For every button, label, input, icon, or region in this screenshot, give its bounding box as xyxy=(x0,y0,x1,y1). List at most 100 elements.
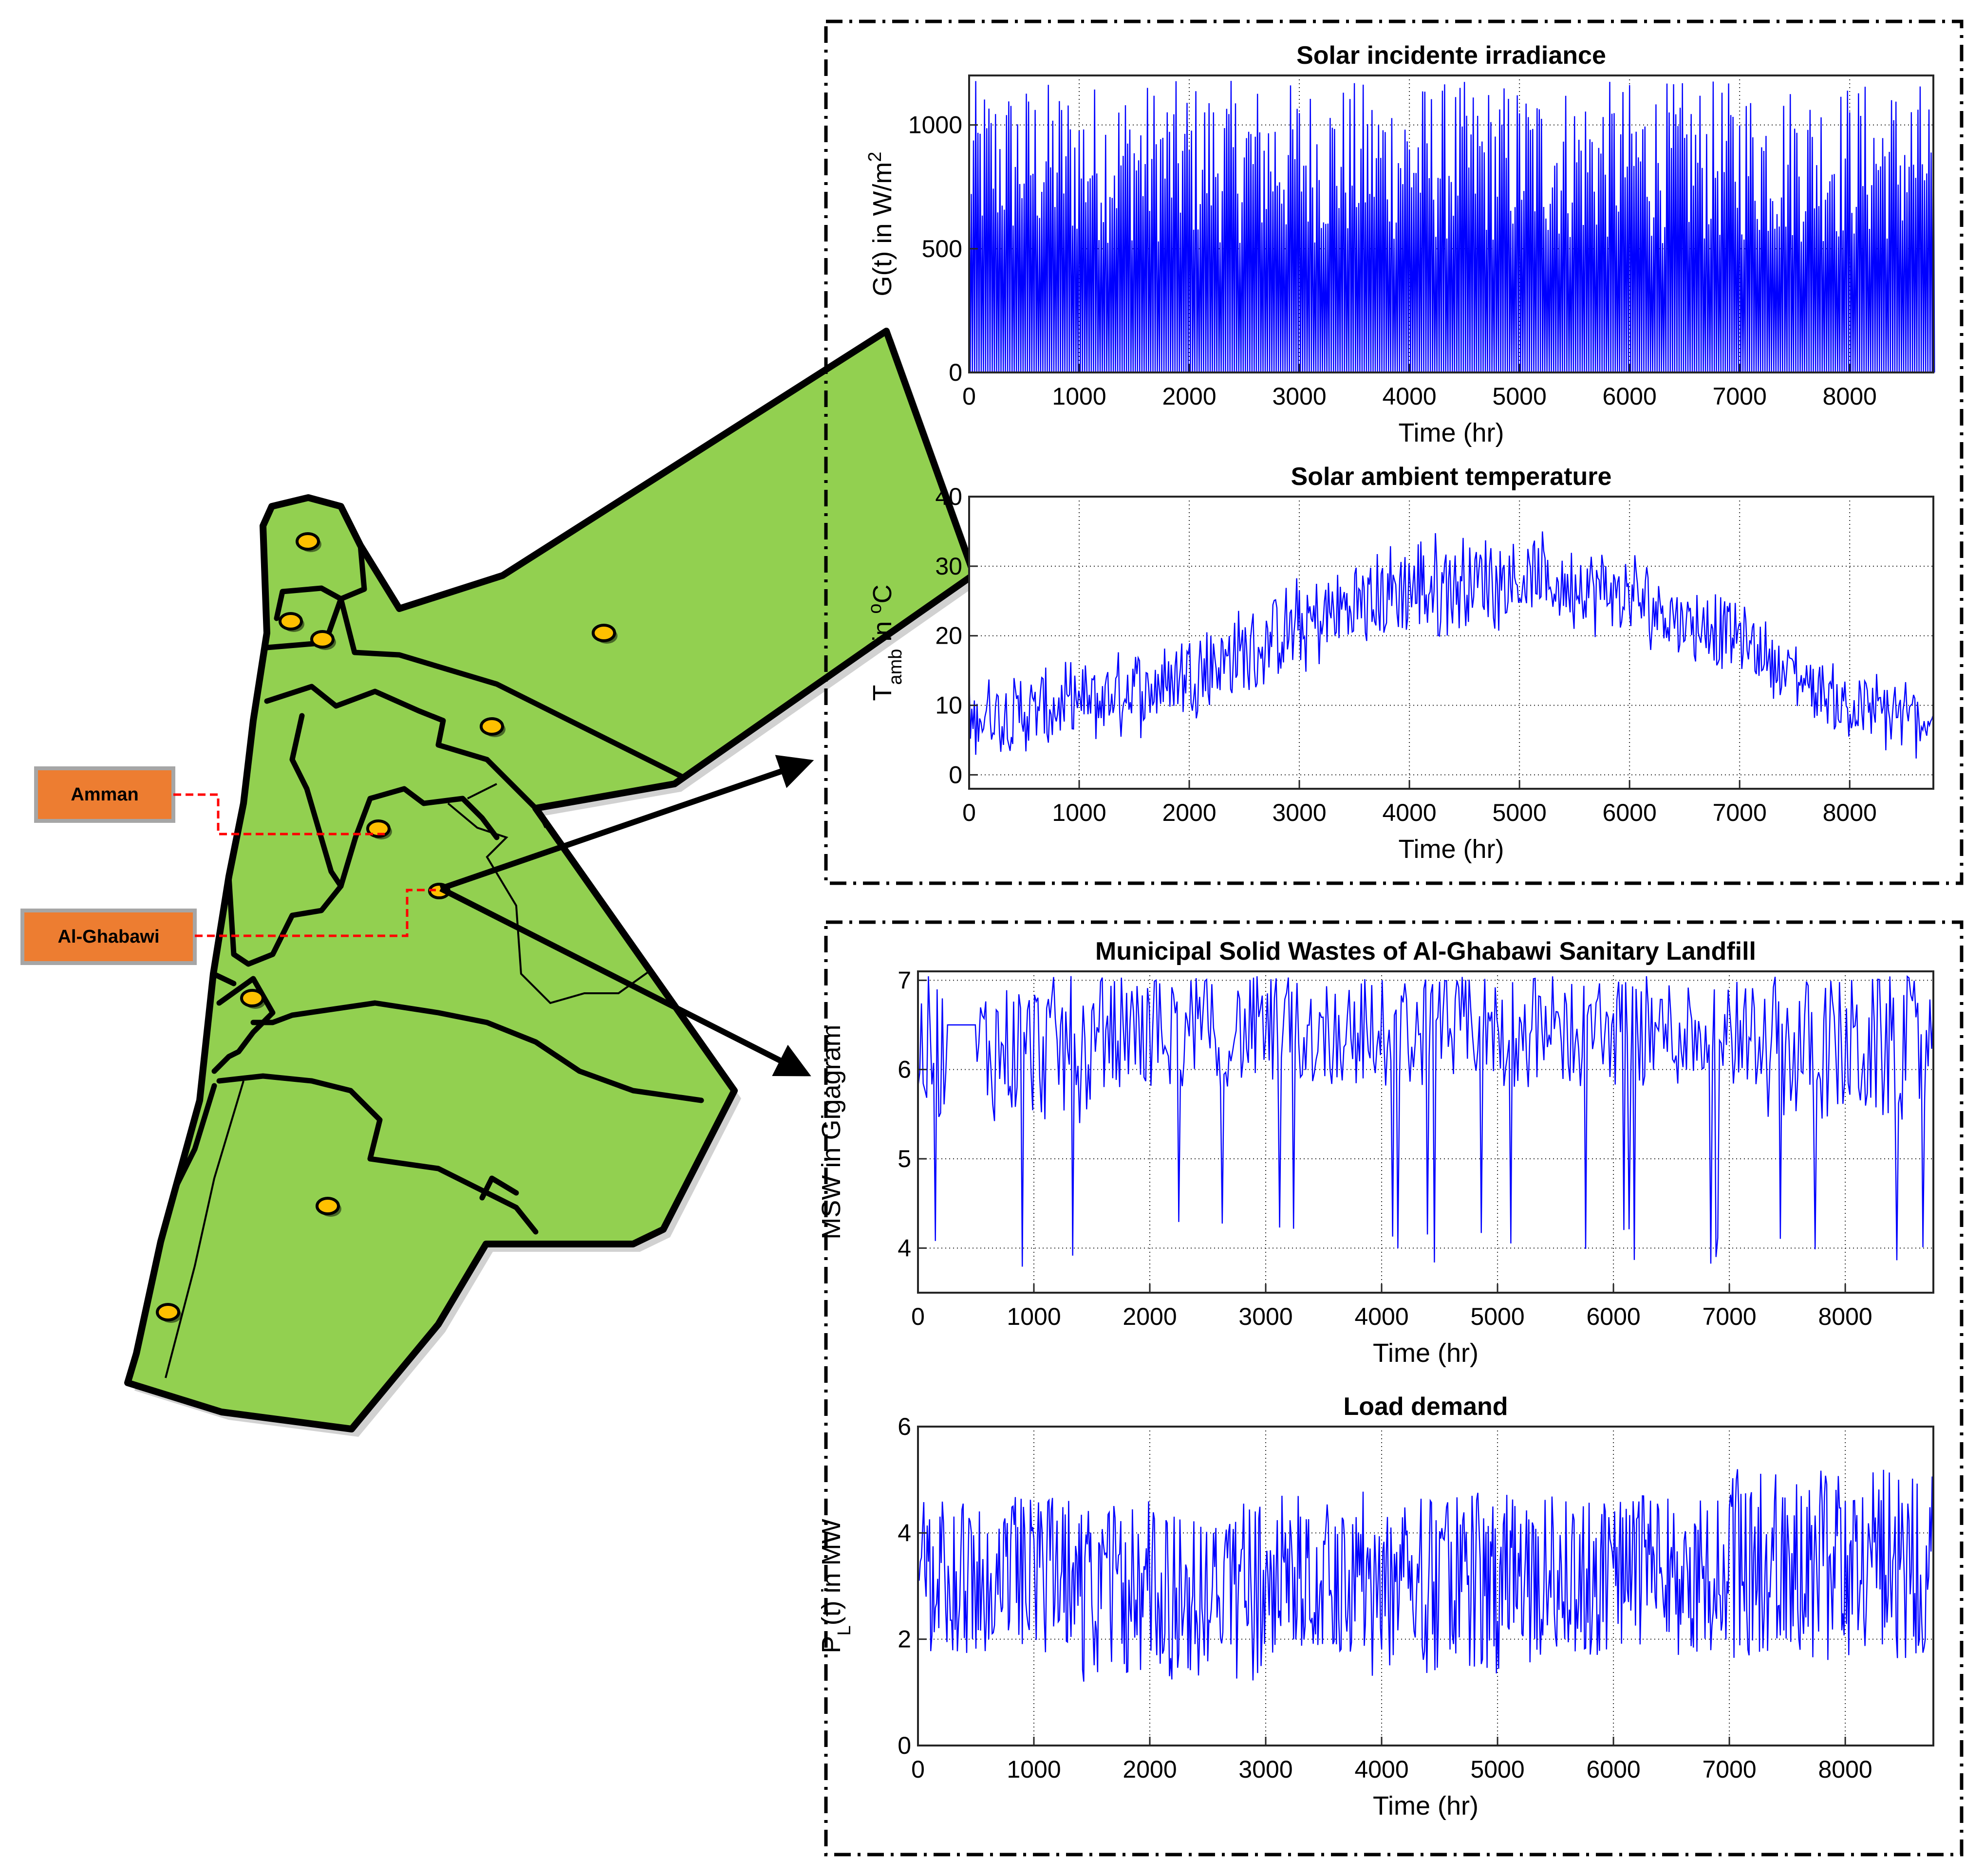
x-axis-label: Time (hr) xyxy=(1399,418,1504,447)
x-tick-label: 7000 xyxy=(1702,1756,1756,1783)
arrow-to-msw-charts xyxy=(439,886,811,1077)
x-tick-label: 1000 xyxy=(1052,799,1106,826)
marker-irbid xyxy=(296,532,321,552)
amman-leader-line xyxy=(173,793,385,836)
plot-area xyxy=(969,497,1933,789)
governorate-borders xyxy=(158,542,704,1244)
marker-mafraq xyxy=(592,624,618,644)
x-tick-label: 8000 xyxy=(1823,799,1877,826)
y-tick-label: 500 xyxy=(922,235,962,262)
x-tick-label: 6000 xyxy=(1586,1303,1640,1330)
x-tick-label: 2000 xyxy=(1123,1756,1177,1783)
x-tick-label: 2000 xyxy=(1162,799,1216,826)
x-tick-label: 0 xyxy=(911,1303,925,1330)
x-tick-label: 8000 xyxy=(1818,1756,1872,1783)
y-tick-label: 6 xyxy=(898,1056,911,1083)
irradiance-chart: 0 1000 2000 3000 4000 5000 6000 7000 8000 0 500 100… xyxy=(865,41,1935,447)
series-line xyxy=(968,81,1935,373)
map-land xyxy=(124,328,977,1432)
x-axis-label: Time (hr) xyxy=(1399,835,1504,864)
x-tick-label: 6000 xyxy=(1603,383,1657,410)
axes-box xyxy=(917,1426,1934,1746)
jordan-map: Amman Al-Ghabawi xyxy=(20,328,981,1437)
y-tick-label: 0 xyxy=(898,1732,911,1759)
x-tick-label: 1000 xyxy=(1052,383,1106,410)
x-tick-label: 0 xyxy=(962,799,976,826)
x-tick-label: 1000 xyxy=(1007,1303,1061,1330)
x-tick-label: 2000 xyxy=(1162,383,1216,410)
amman-tag-text: Amman xyxy=(71,784,138,805)
load-demand-chart: 0 1000 2000 3000 4000 5000 6000 7000 8000 0 2 4 6 Loa… xyxy=(817,1393,1934,1820)
x-tick-label: 5000 xyxy=(1470,1303,1524,1330)
x-tick-label: 4000 xyxy=(1382,383,1436,410)
al-ghabawi-tag-text: Al-Ghabawi xyxy=(57,927,159,947)
y-tick-label: 40 xyxy=(935,483,962,510)
series-line xyxy=(917,975,1934,1267)
x-tick-label: 5000 xyxy=(1493,799,1547,826)
series-line xyxy=(968,531,1934,759)
marker-maan xyxy=(316,1197,341,1217)
marker-jerash xyxy=(310,630,336,650)
x-tick-label: 7000 xyxy=(1713,383,1767,410)
y-tick-label: 0 xyxy=(949,359,962,386)
axes-box xyxy=(917,970,1934,1294)
x-axis-label: Time (hr) xyxy=(1373,1338,1479,1368)
solar-group-frame xyxy=(824,19,1964,885)
y-tick-label: 6 xyxy=(898,1413,911,1440)
y-axis-label: Tamb in oC xyxy=(865,584,906,701)
y-tick-label: 4 xyxy=(898,1519,911,1546)
x-tick-label: 8000 xyxy=(1823,383,1877,410)
x-tick-label: 3000 xyxy=(1272,799,1326,826)
chart-title: Load demand xyxy=(1343,1393,1508,1421)
x-tick-label: 5000 xyxy=(1493,383,1547,410)
x-tick-label: 3000 xyxy=(1238,1756,1292,1783)
y-tick-label: 2 xyxy=(898,1626,911,1653)
map-markers xyxy=(156,532,618,1323)
x-tick-label: 4000 xyxy=(1382,799,1436,826)
marker-amman xyxy=(366,819,392,839)
marker-aqaba xyxy=(156,1303,182,1323)
y-tick-label: 4 xyxy=(898,1234,911,1262)
msw-group-frame xyxy=(824,920,1964,1857)
al-ghabawi-tag: Al-Ghabawi xyxy=(20,909,197,965)
x-tick-label: 0 xyxy=(962,383,976,410)
marker-karak xyxy=(240,989,266,1009)
x-tick-label: 0 xyxy=(911,1756,925,1783)
axes-box xyxy=(968,496,1934,790)
amman-tag: Amman xyxy=(34,766,175,823)
x-tick-label: 2000 xyxy=(1123,1303,1177,1330)
x-tick-label: 3000 xyxy=(1272,383,1326,410)
series-line xyxy=(917,1469,1934,1682)
x-axis-label: Time (hr) xyxy=(1373,1791,1479,1820)
y-axis-label: MSW in Gigagram xyxy=(817,1024,846,1239)
x-tick-label: 6000 xyxy=(1586,1756,1640,1783)
al-ghabawi-leader-line xyxy=(195,889,436,937)
x-tick-label: 4000 xyxy=(1354,1303,1408,1330)
x-tick-label: 7000 xyxy=(1702,1303,1756,1330)
y-tick-label: 1000 xyxy=(908,111,962,139)
y-tick-label: 0 xyxy=(949,761,962,788)
msw-chart: 0 1000 2000 3000 4000 5000 6000 7000 8000 4 5 6 7 Mun… xyxy=(817,937,1934,1368)
marker-zarqa xyxy=(480,717,505,737)
y-tick-label: 10 xyxy=(935,692,962,719)
plot-area xyxy=(918,1427,1933,1746)
thin-borders xyxy=(165,783,654,1378)
x-tick-label: 5000 xyxy=(1470,1756,1524,1783)
chart-title: Solar incidente irradiance xyxy=(1296,41,1606,70)
chart-title: Solar ambient temperature xyxy=(1291,463,1612,491)
ambient-temperature-chart: 0 1000 2000 3000 4000 5000 6000 7000 8000 0 10 20 30… xyxy=(865,463,1934,864)
y-tick-label: 20 xyxy=(935,622,962,650)
y-tick-label: 7 xyxy=(898,966,911,994)
x-tick-label: 8000 xyxy=(1818,1303,1872,1330)
marker-ajloun xyxy=(279,612,304,632)
y-tick-label: 30 xyxy=(935,553,962,580)
chart-title: Municipal Solid Wastes of Al-Ghabawi San… xyxy=(1095,937,1756,966)
x-tick-label: 1000 xyxy=(1007,1756,1061,1783)
x-tick-label: 7000 xyxy=(1713,799,1767,826)
x-tick-label: 3000 xyxy=(1238,1303,1292,1330)
x-tick-label: 6000 xyxy=(1603,799,1657,826)
arrow-to-solar-charts xyxy=(440,755,814,892)
y-axis-label: PL(t) in MW xyxy=(817,1519,855,1653)
x-tick-label: 4000 xyxy=(1354,1756,1408,1783)
